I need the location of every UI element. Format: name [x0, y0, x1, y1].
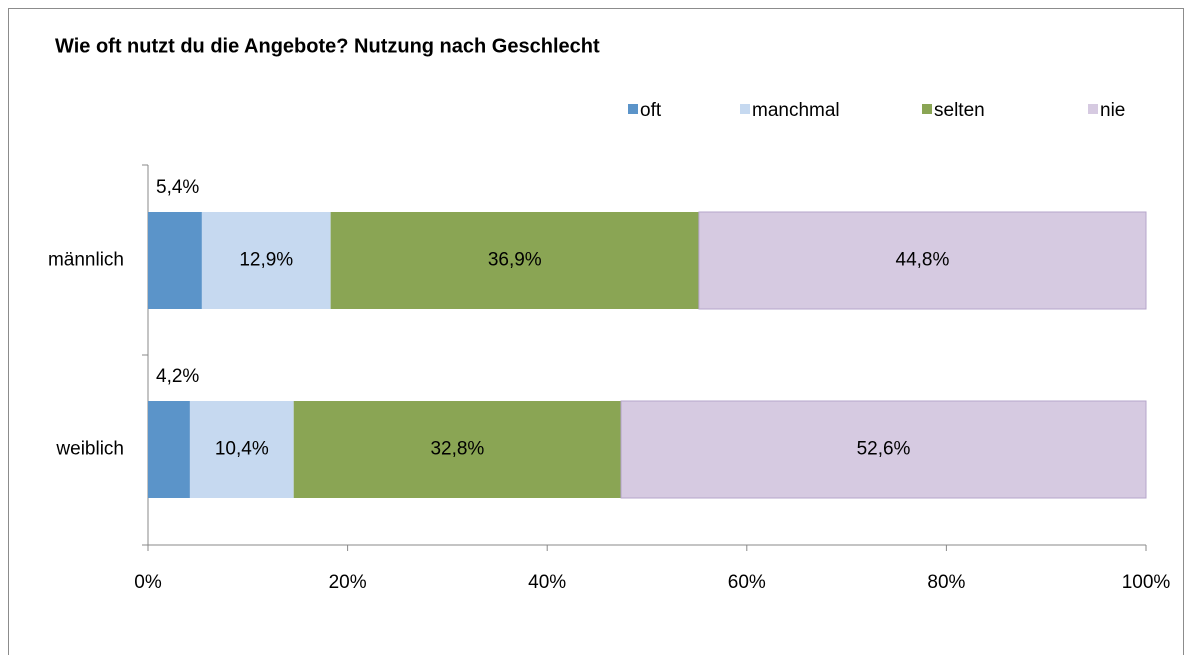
- data-label: 4,2%: [156, 366, 199, 387]
- x-tick-label: 40%: [528, 572, 566, 593]
- data-label: 32,8%: [430, 439, 484, 460]
- bar-segment: [620, 400, 1147, 499]
- y-tick-label: weiblich: [55, 439, 124, 460]
- x-tick-label: 80%: [927, 572, 965, 593]
- chart-frame: [8, 8, 1184, 660]
- bar-segment: [293, 401, 622, 498]
- legend-label: nie: [1100, 100, 1125, 121]
- legend-swatch: [628, 104, 638, 114]
- data-label: 44,8%: [896, 250, 950, 271]
- legend-label: selten: [934, 100, 985, 121]
- data-label: 36,9%: [488, 250, 542, 271]
- data-label: 12,9%: [239, 250, 293, 271]
- legend-label: oft: [640, 100, 662, 121]
- x-tick-label: 100%: [1122, 572, 1171, 593]
- legend-swatch: [740, 104, 750, 114]
- x-tick-label: 60%: [728, 572, 766, 593]
- legend-swatch: [922, 104, 932, 114]
- chart-title: Wie oft nutzt du die Angebote? Nutzung n…: [55, 35, 600, 57]
- legend-label: manchmal: [752, 100, 840, 121]
- x-tick-label: 0%: [134, 572, 162, 593]
- bar-segment: [189, 401, 294, 498]
- x-tick-label: 20%: [329, 572, 367, 593]
- data-label: 52,6%: [857, 439, 911, 460]
- bar-segment: [148, 212, 202, 309]
- y-tick-label: männlich: [48, 250, 124, 271]
- data-label: 5,4%: [156, 177, 199, 198]
- bar-segment: [698, 211, 1147, 310]
- bar-segment: [201, 212, 331, 309]
- data-label: 10,4%: [215, 439, 269, 460]
- bar-segment: [330, 212, 699, 309]
- legend-swatch: [1088, 104, 1098, 114]
- bar-segment: [148, 401, 190, 498]
